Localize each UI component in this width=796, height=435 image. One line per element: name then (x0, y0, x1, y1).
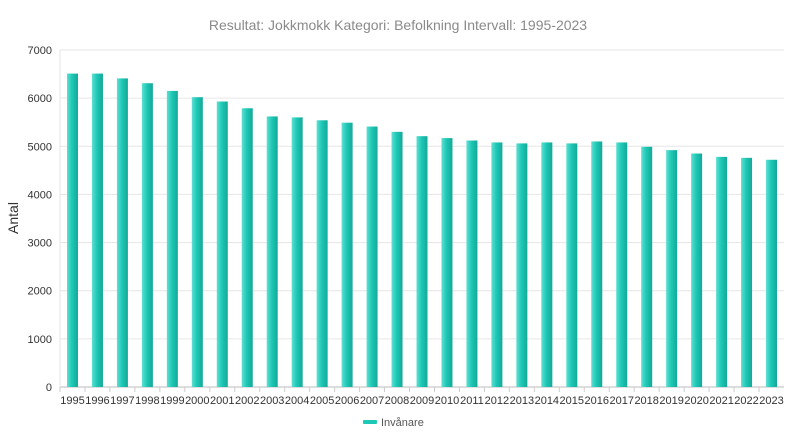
bar-2015[interactable] (566, 143, 578, 387)
x-tick-label: 2004 (285, 395, 309, 407)
x-tick-label: 2023 (759, 395, 783, 407)
x-tick-label: 2012 (485, 395, 509, 407)
x-tick-label: 2002 (235, 395, 259, 407)
bar-2022[interactable] (741, 157, 753, 387)
x-tick-label: 2008 (385, 395, 409, 407)
y-axis-label: Antal (5, 202, 21, 234)
bar-2014[interactable] (541, 142, 553, 387)
x-tick-label: 1997 (110, 395, 134, 407)
x-tick-label: 1999 (160, 395, 184, 407)
x-tick-label: 2019 (659, 395, 683, 407)
y-tick-label: 0 (46, 382, 52, 394)
x-tick-label: 2014 (535, 395, 559, 407)
bar-2005[interactable] (316, 120, 328, 387)
y-tick-label: 6000 (28, 93, 52, 105)
bar-1999[interactable] (166, 90, 178, 388)
y-tick-label: 7000 (28, 45, 52, 57)
bar-2013[interactable] (516, 143, 528, 387)
y-tick-label: 1000 (28, 334, 52, 346)
x-tick-label: 1995 (60, 395, 84, 407)
x-tick-label: 2022 (734, 395, 758, 407)
bar-1996[interactable] (91, 73, 103, 387)
x-tick-label: 2010 (435, 395, 459, 407)
x-tick-label: 2006 (335, 395, 359, 407)
x-tick-label: 2005 (310, 395, 334, 407)
bar-2018[interactable] (641, 146, 653, 387)
x-tick-label: 2007 (360, 395, 384, 407)
bar-1997[interactable] (116, 78, 128, 387)
bar-2006[interactable] (341, 122, 353, 388)
bar-1998[interactable] (141, 83, 153, 388)
x-tick-label: 2001 (210, 395, 234, 407)
y-tick-label: 5000 (28, 141, 52, 153)
bar-2010[interactable] (441, 138, 453, 387)
x-tick-label: 2018 (634, 395, 658, 407)
x-tick-label: 1998 (135, 395, 159, 407)
bar-2004[interactable] (291, 117, 303, 388)
x-tick-label: 2016 (585, 395, 609, 407)
bar-2019[interactable] (666, 150, 678, 387)
legend-label: Invånare (381, 417, 424, 429)
bar-2012[interactable] (491, 142, 503, 387)
bar-2017[interactable] (616, 142, 628, 387)
bar-2009[interactable] (416, 136, 428, 387)
bar-2023[interactable] (766, 159, 778, 387)
bars (66, 73, 778, 388)
bar-2007[interactable] (366, 126, 378, 387)
bar-2020[interactable] (691, 153, 703, 387)
legend[interactable]: Invånare (363, 417, 424, 429)
x-tick-label: 2020 (684, 395, 708, 407)
x-tick-label: 2015 (560, 395, 584, 407)
chart-title: Resultat: Jokkmokk Kategori: Befolkning … (208, 17, 588, 33)
bar-2008[interactable] (391, 131, 403, 387)
y-axis-ticks: 0 1000 2000 3000 4000 5000 6000 7000 (28, 45, 52, 394)
x-tick-label: 2000 (185, 395, 209, 407)
bar-2021[interactable] (716, 156, 728, 387)
bar-2003[interactable] (266, 116, 278, 388)
y-tick-label: 4000 (28, 189, 52, 201)
x-tick-label: 1996 (85, 395, 109, 407)
bar-2016[interactable] (591, 141, 603, 387)
x-tick-label: 2013 (510, 395, 534, 407)
x-tick-label: 2003 (260, 395, 284, 407)
x-tick-label: 2017 (609, 395, 633, 407)
x-tick-label: 2009 (410, 395, 434, 407)
bar-2002[interactable] (241, 108, 253, 387)
x-axis-ticks: 1995 1996 1997 1998 1999 2000 2001 2002 2003 2004… (59, 387, 784, 407)
bar-2001[interactable] (216, 101, 228, 388)
bar-2000[interactable] (191, 97, 203, 388)
y-tick-label: 3000 (28, 238, 52, 250)
y-tick-label: 2000 (28, 286, 52, 298)
x-tick-label: 2011 (460, 395, 484, 407)
x-tick-label: 2021 (709, 395, 733, 407)
legend-swatch (363, 420, 377, 424)
bar-1995[interactable] (66, 73, 78, 387)
bar-2011[interactable] (466, 140, 478, 387)
